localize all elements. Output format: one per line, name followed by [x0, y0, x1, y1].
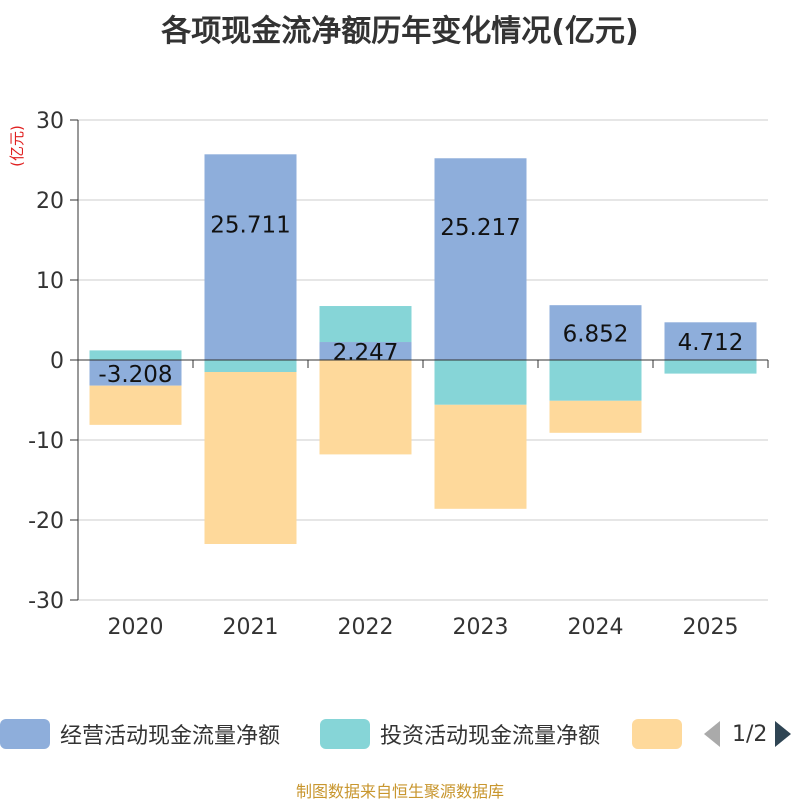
legend-pager: 1/2: [700, 712, 800, 756]
bar-s2-2022: [319, 360, 412, 455]
x-tick-label: 2020: [108, 615, 164, 640]
bar-s1-2023: [434, 360, 527, 405]
bar-s0-2021: [204, 154, 297, 360]
bar-s2-2020: [89, 385, 182, 425]
x-tick-label: 2022: [338, 615, 394, 640]
data-label-2024: 6.852: [563, 322, 629, 348]
data-label-2020: -3.208: [98, 362, 172, 388]
bar-s1-2022: [319, 306, 412, 343]
legend-label-operating: 经营活动现金流量净额: [60, 724, 281, 749]
bar-s0-2024: [549, 305, 642, 360]
legend-label-investing: 投资活动现金流量净额: [380, 724, 601, 749]
data-label-2021: 25.711: [210, 213, 290, 239]
x-tick-label: 2024: [568, 615, 624, 640]
bar-s1-2025: [664, 360, 757, 374]
y-tick-label: 0: [50, 349, 64, 374]
bar-s0-2023: [434, 158, 527, 360]
x-tick-label: 2023: [453, 615, 509, 640]
data-label-2023: 25.217: [440, 215, 520, 241]
source-note: 制图数据来自恒生聚源数据库: [295, 782, 504, 801]
chart-title: 各项现金流净额历年变化情况(亿元): [161, 14, 639, 49]
y-tick-label: 20: [36, 189, 64, 214]
pager-prev-icon[interactable]: [704, 721, 720, 747]
y-tick-label: -10: [28, 429, 64, 454]
data-label-2022: 2.247: [333, 340, 399, 366]
x-tick-label: 2025: [683, 615, 739, 640]
bar-s1-2020: [89, 350, 182, 360]
bar-s2-2021: [204, 372, 297, 544]
y-axis-label: (亿元): [8, 125, 26, 167]
legend-item-operating[interactable]: 经营活动现金流量净额: [0, 712, 280, 756]
pager-text: 1/2: [732, 721, 768, 747]
bar-s2-2024: [549, 400, 642, 433]
data-label-2025: 4.712: [678, 330, 744, 356]
legend: 经营活动现金流量净额 投资活动现金流量净额: [0, 712, 800, 756]
bar-s0-2020: [89, 360, 182, 386]
legend-item-financing[interactable]: [632, 712, 682, 756]
bar-s2-2023: [434, 404, 527, 509]
bar-s1-2024: [549, 360, 642, 401]
bar-s1-2021: [204, 360, 297, 372]
legend-swatch-investing: [320, 719, 370, 749]
bar-s0-2025: [664, 322, 757, 360]
legend-item-investing[interactable]: 投资活动现金流量净额: [320, 712, 600, 756]
y-tick-label: -30: [28, 589, 64, 614]
bar-s0-2022: [319, 342, 412, 360]
y-tick-label: 10: [36, 269, 64, 294]
legend-swatch-operating: [0, 719, 50, 749]
y-tick-label: -20: [28, 509, 64, 534]
x-tick-label: 2021: [223, 615, 279, 640]
legend-swatch-financing: [632, 719, 682, 749]
pager-next-icon[interactable]: [775, 721, 792, 747]
chart-plot: 30 20 10 0 -10 -20 -30 (亿元) -3.208 25.711 2.247 25.…: [8, 109, 769, 640]
y-tick-label: 30: [36, 109, 64, 134]
